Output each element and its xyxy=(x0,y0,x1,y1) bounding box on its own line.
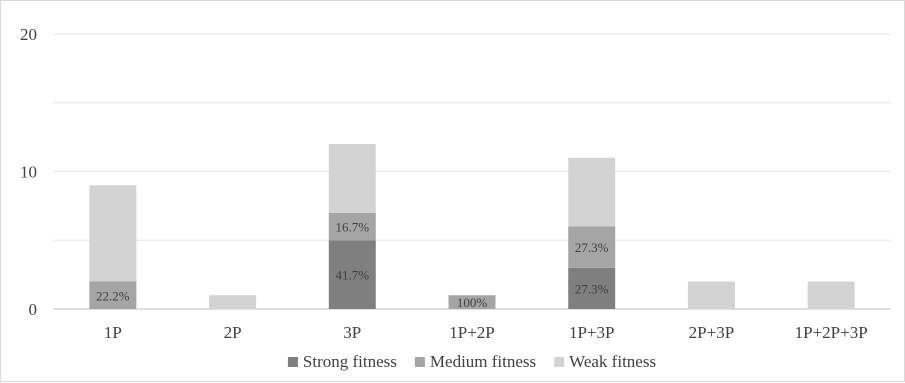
data-label: 16.7% xyxy=(335,220,369,235)
bar-segment xyxy=(448,295,496,309)
legend-swatch xyxy=(414,357,425,367)
bar-segment xyxy=(328,212,376,241)
bar-segment xyxy=(568,226,616,268)
bar-segment xyxy=(687,281,735,309)
legend-swatch xyxy=(287,357,298,367)
bar-segment xyxy=(568,267,616,309)
bar-segment xyxy=(807,281,855,309)
gridlines xyxy=(53,33,891,310)
x-category-label: 1P+2P+3P xyxy=(795,323,868,342)
x-category-label: 2P+3P xyxy=(689,323,735,342)
data-labels: 22.2% 41.7% 16.7% 100% 27.3% 27.3% xyxy=(96,220,609,311)
y-tick-label: 0 xyxy=(29,300,38,319)
x-category-label: 1P+3P xyxy=(569,323,615,342)
y-tick-label: 20 xyxy=(20,25,37,44)
y-tick-label: 10 xyxy=(20,163,37,182)
bar-segment xyxy=(328,144,376,213)
x-category-label: 2P xyxy=(224,323,242,342)
bar-segment xyxy=(89,281,137,309)
data-label: 27.3% xyxy=(575,281,609,296)
bars xyxy=(89,144,855,309)
y-axis-ticks: 0 10 20 xyxy=(20,25,37,319)
bar-segment xyxy=(209,295,257,309)
legend-item: Medium fitness xyxy=(414,352,536,371)
bar-segment xyxy=(568,157,616,227)
legend-label: Strong fitness xyxy=(303,352,397,371)
legend-label: Medium fitness xyxy=(430,352,536,371)
data-label: 27.3% xyxy=(575,240,609,255)
x-category-label: 1P xyxy=(104,323,122,342)
data-label: 22.2% xyxy=(96,288,130,303)
x-axis-categories: 1P 2P 3P 1P+2P 1P+3P 2P+3P 1P+2P+3P xyxy=(104,323,868,342)
legend-item: Strong fitness xyxy=(287,352,397,371)
bar-segment xyxy=(89,185,137,282)
legend-label: Weak fitness xyxy=(569,352,656,371)
data-label: 41.7% xyxy=(335,268,369,283)
legend-item: Weak fitness xyxy=(554,352,656,371)
x-category-label: 3P xyxy=(343,323,361,342)
data-label: 100% xyxy=(457,295,488,310)
bar-segment xyxy=(328,240,376,309)
legend-swatch xyxy=(554,357,565,367)
legend: Strong fitness Medium fitness Weak fitness xyxy=(287,352,656,371)
x-category-label: 1P+2P xyxy=(449,323,495,342)
